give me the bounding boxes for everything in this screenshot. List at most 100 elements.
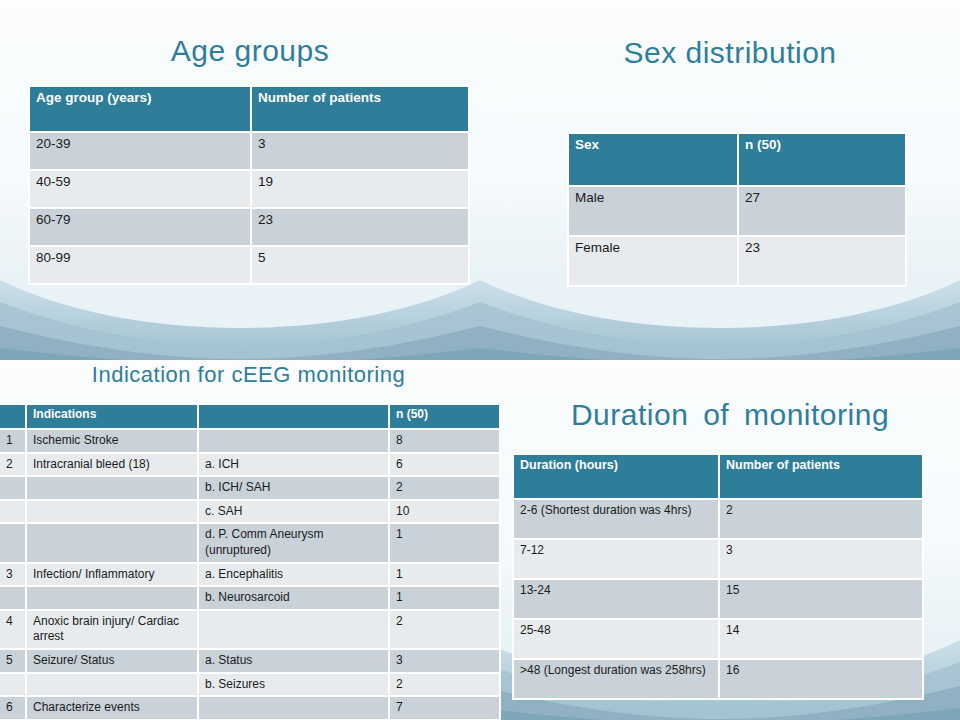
table-row: Male27 xyxy=(568,186,906,236)
sex-distribution-title: Sex distribution xyxy=(520,36,940,70)
table-cell: 7-12 xyxy=(513,539,719,579)
table-cell: b. Seizures xyxy=(198,673,389,697)
table-cell: 15 xyxy=(719,579,923,619)
table-cell xyxy=(198,696,389,720)
table-cell: 23 xyxy=(251,208,469,246)
table-row: 60-7923 xyxy=(29,208,469,246)
column-header: Number of patients xyxy=(251,86,469,132)
table-cell: Anoxic brain injury/ Cardiac arrest xyxy=(26,610,198,649)
table-cell: 2 xyxy=(389,610,500,649)
table-cell: 60-79 xyxy=(29,208,251,246)
table-cell: 2 xyxy=(389,476,500,500)
table-cell xyxy=(26,586,198,610)
table-cell: Infection/ Inflammatory xyxy=(26,563,198,587)
table-cell: 16 xyxy=(719,659,923,699)
table-cell: a. Status xyxy=(198,649,389,673)
table-cell: 14 xyxy=(719,619,923,659)
table-cell: Seizure/ Status xyxy=(26,649,198,673)
column-header: Number of patients xyxy=(719,454,923,499)
table-row: 80-995 xyxy=(29,246,469,284)
table-cell: Male xyxy=(568,186,738,236)
table-cell: 1 xyxy=(389,523,500,562)
table-cell: a. Encephalitis xyxy=(198,563,389,587)
header-row: Age group (years)Number of patients xyxy=(29,86,469,132)
table-row: b. Seizures2 xyxy=(0,673,500,697)
table-cell xyxy=(0,500,26,524)
table-row: 3Infection/ Inflammatorya. Encephalitis1 xyxy=(0,563,500,587)
slide-grid-canvas: Age groups Sex distribution Indication f… xyxy=(0,0,960,720)
table-cell: 6 xyxy=(389,453,500,477)
table-cell: Intracranial bleed (18) xyxy=(26,453,198,477)
table-cell: 13-24 xyxy=(513,579,719,619)
table-cell: 4 xyxy=(0,610,26,649)
table-row: b. Neurosarcoid1 xyxy=(0,586,500,610)
table-row: 5Seizure/ Statusa. Status3 xyxy=(0,649,500,673)
table-cell: 1 xyxy=(389,563,500,587)
age-groups-table: Age group (years)Number of patients20-39… xyxy=(28,85,470,285)
table-cell: d. P. Comm Aneurysm (unruptured) xyxy=(198,523,389,562)
table-row: 25-4814 xyxy=(513,619,923,659)
indication-title: Indication for cEEG monitoring xyxy=(0,362,497,388)
table-cell xyxy=(198,429,389,453)
table-row: Female23 xyxy=(568,236,906,286)
table-cell: 3 xyxy=(0,563,26,587)
age-groups-title: Age groups xyxy=(30,34,470,68)
header-row: Indications n (50) xyxy=(0,404,500,429)
table-row: >48 (Longest duration was 258hrs)16 xyxy=(513,659,923,699)
table-cell xyxy=(198,610,389,649)
table-cell: 23 xyxy=(738,236,906,286)
table-cell: 1 xyxy=(0,429,26,453)
table-cell xyxy=(0,673,26,697)
header-row: Duration (hours)Number of patients xyxy=(513,454,923,499)
sex-distribution-table: Sexn (50)Male27Female23 xyxy=(567,132,907,287)
table-row: 13-2415 xyxy=(513,579,923,619)
table-cell: 80-99 xyxy=(29,246,251,284)
column-header: Indications xyxy=(26,404,198,429)
table-row: b. ICH/ SAH2 xyxy=(0,476,500,500)
table-row: d. P. Comm Aneurysm (unruptured)1 xyxy=(0,523,500,562)
table-cell: b. Neurosarcoid xyxy=(198,586,389,610)
table-cell: Ischemic Stroke xyxy=(26,429,198,453)
table-row: 40-5919 xyxy=(29,170,469,208)
table-row: 7-123 xyxy=(513,539,923,579)
table-row: 6Characterize events7 xyxy=(0,696,500,720)
table-cell: 3 xyxy=(719,539,923,579)
table-cell xyxy=(26,476,198,500)
table-cell: Female xyxy=(568,236,738,286)
table-cell: a. ICH xyxy=(198,453,389,477)
table-cell: 6 xyxy=(0,696,26,720)
header-row: Sexn (50) xyxy=(568,133,906,186)
column-header xyxy=(0,404,26,429)
table-cell: >48 (Longest duration was 258hrs) xyxy=(513,659,719,699)
table-cell xyxy=(0,476,26,500)
table-cell: 2 xyxy=(389,673,500,697)
table-cell: 19 xyxy=(251,170,469,208)
table-cell: 3 xyxy=(389,649,500,673)
table-cell: 20-39 xyxy=(29,132,251,170)
table-row: 2-6 (Shortest duration was 4hrs)2 xyxy=(513,499,923,539)
table-cell: 2 xyxy=(719,499,923,539)
table-cell: 2 xyxy=(0,453,26,477)
table-row: 20-393 xyxy=(29,132,469,170)
table-cell xyxy=(0,586,26,610)
duration-table: Duration (hours)Number of patients2-6 (S… xyxy=(512,453,924,700)
table-cell: 2-6 (Shortest duration was 4hrs) xyxy=(513,499,719,539)
table-row: c. SAH10 xyxy=(0,500,500,524)
table-cell xyxy=(26,500,198,524)
indication-table: Indicationsn (50)1Ischemic Stroke82Intra… xyxy=(0,403,501,720)
column-header: n (50) xyxy=(738,133,906,186)
column-header: Age group (years) xyxy=(29,86,251,132)
table-cell: 7 xyxy=(389,696,500,720)
column-header: Duration (hours) xyxy=(513,454,719,499)
duration-title: Duration of monitoring xyxy=(520,398,940,432)
table-cell xyxy=(26,673,198,697)
table-cell xyxy=(26,523,198,562)
table-cell: 27 xyxy=(738,186,906,236)
column-header: n (50) xyxy=(389,404,500,429)
table-cell: c. SAH xyxy=(198,500,389,524)
table-cell xyxy=(0,523,26,562)
table-cell: 5 xyxy=(251,246,469,284)
column-header: Sex xyxy=(568,133,738,186)
table-row: 2Intracranial bleed (18)a. ICH6 xyxy=(0,453,500,477)
column-header xyxy=(198,404,389,429)
